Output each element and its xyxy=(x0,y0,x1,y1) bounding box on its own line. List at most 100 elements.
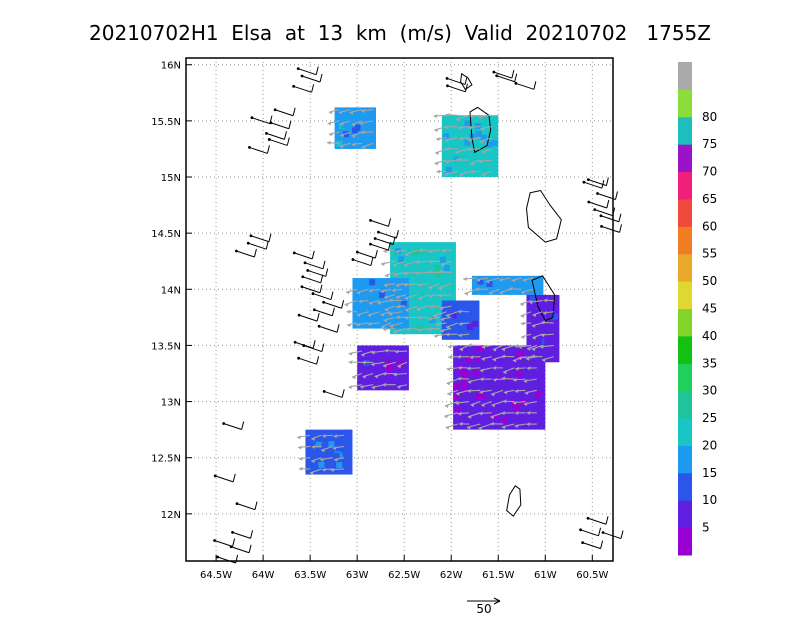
wind-speed-cell xyxy=(480,134,487,141)
wind-arrowhead xyxy=(455,117,460,122)
wind-arrowhead xyxy=(362,374,367,379)
plot-area xyxy=(185,57,624,564)
wind-speed-cell xyxy=(371,354,378,361)
wind-arrowhead xyxy=(348,360,353,365)
colorbar-label: 40 xyxy=(702,329,717,343)
wind-arrowhead xyxy=(457,157,462,162)
wind-barb xyxy=(298,314,318,322)
wind-arrowhead xyxy=(356,290,361,295)
wind-arrowhead xyxy=(527,346,532,351)
wind-arrowhead xyxy=(297,435,302,440)
island-outline xyxy=(506,485,522,517)
colorbar-label: 80 xyxy=(702,110,717,124)
wind-arrowhead xyxy=(513,377,518,382)
wind-arrowhead xyxy=(444,172,449,177)
wind-barb xyxy=(370,219,389,227)
y-axis-ticks: 16N 15.5N 15N 14.5N 14N 13.5N 13N 12.5N 12N xyxy=(151,61,192,521)
wind-arrowhead xyxy=(518,344,523,349)
wind-arrowhead xyxy=(459,347,464,352)
wind-speed-cell xyxy=(333,452,340,459)
wind-barb xyxy=(248,242,267,250)
wind-arrowhead xyxy=(384,348,389,353)
wind-barb xyxy=(515,82,535,90)
wind-arrowhead xyxy=(428,259,433,264)
wind-barb-station xyxy=(322,300,326,304)
wind-barb xyxy=(301,286,321,294)
wind-speed-cell xyxy=(417,325,424,332)
colorbar-segment xyxy=(678,445,692,474)
wind-arrowhead xyxy=(522,278,527,283)
wind-speed-cell xyxy=(356,285,363,292)
wind-arrowhead xyxy=(503,370,508,375)
colorbar-segment xyxy=(678,308,692,337)
wind-arrowhead xyxy=(388,311,393,316)
wind-arrowhead xyxy=(346,290,351,295)
wind-arrowhead xyxy=(383,283,388,288)
wind-arrowhead xyxy=(520,321,525,326)
wind-barb xyxy=(323,301,342,309)
wind-arrowhead xyxy=(383,318,388,323)
wind-speed-cell xyxy=(453,383,460,390)
wind-barbs xyxy=(213,66,624,564)
wind-arrowhead xyxy=(358,299,363,304)
wind-arrowhead xyxy=(434,161,439,166)
wind-arrowhead xyxy=(445,146,450,151)
wind-barb xyxy=(314,309,333,317)
wind-speed-cell xyxy=(369,279,376,286)
wind-speed-cell xyxy=(336,462,343,469)
wind-arrowhead xyxy=(428,317,433,322)
wind-barb-flag xyxy=(600,540,604,549)
wind-barb xyxy=(601,225,620,233)
wind-speed-cell xyxy=(452,137,459,144)
wind-barb-flag xyxy=(620,530,624,539)
wind-speed-cell xyxy=(336,140,343,147)
wind-arrowhead xyxy=(520,313,525,318)
wind-arrowhead xyxy=(371,350,376,355)
wind-barb-station xyxy=(296,67,300,71)
wind-arrowhead xyxy=(467,343,472,348)
wind-arrowhead xyxy=(368,288,373,293)
wind-arrowhead xyxy=(540,344,545,349)
wind-speed-cell xyxy=(378,351,385,358)
wind-barb-flag xyxy=(619,224,623,233)
wind-arrowhead xyxy=(382,363,387,368)
wind-barb-flag xyxy=(315,66,319,75)
wind-arrowhead xyxy=(438,286,443,291)
wind-barb xyxy=(301,75,321,83)
wind-speed-cell xyxy=(338,442,345,449)
wind-arrowhead xyxy=(479,390,484,395)
wind-arrowhead xyxy=(433,114,438,119)
wind-arrowhead xyxy=(503,390,508,395)
wind-barb-flag xyxy=(533,81,537,90)
wind-speed-cell xyxy=(373,317,380,324)
wind-barb-station xyxy=(446,84,449,88)
colorbar-label: 70 xyxy=(702,165,717,179)
wind-speed-cell xyxy=(475,393,482,400)
wind-arrowhead xyxy=(332,446,337,451)
wind-arrowhead xyxy=(520,302,525,307)
wind-speed-cell xyxy=(489,133,496,140)
wind-barb-flag xyxy=(331,307,335,316)
wind-speed-cell xyxy=(419,320,426,327)
wind-arrowhead xyxy=(457,376,462,381)
wind-barb-station xyxy=(250,116,254,120)
wind-barb xyxy=(298,68,317,76)
wind-barb-flag xyxy=(605,516,609,525)
wind-barb-station xyxy=(302,344,306,347)
wind-barb xyxy=(600,215,620,223)
wind-barb-flag xyxy=(395,229,399,239)
wind-speed-cell xyxy=(474,122,481,129)
wind-barb xyxy=(588,179,607,187)
wind-arrowhead xyxy=(388,298,393,303)
wind-barb xyxy=(302,276,321,284)
wind-speed-cell xyxy=(552,313,559,320)
wind-arrowhead xyxy=(417,328,422,333)
wind-arrowhead xyxy=(428,293,433,298)
wind-arrowhead xyxy=(458,421,463,426)
wind-arrowhead xyxy=(467,379,472,384)
colorbar-segment xyxy=(678,500,692,529)
wind-barb-flag xyxy=(250,530,254,539)
wind-arrowhead xyxy=(467,388,472,393)
wind-speed-cell xyxy=(503,372,510,379)
x-tick-label: 62.5W xyxy=(388,570,420,581)
